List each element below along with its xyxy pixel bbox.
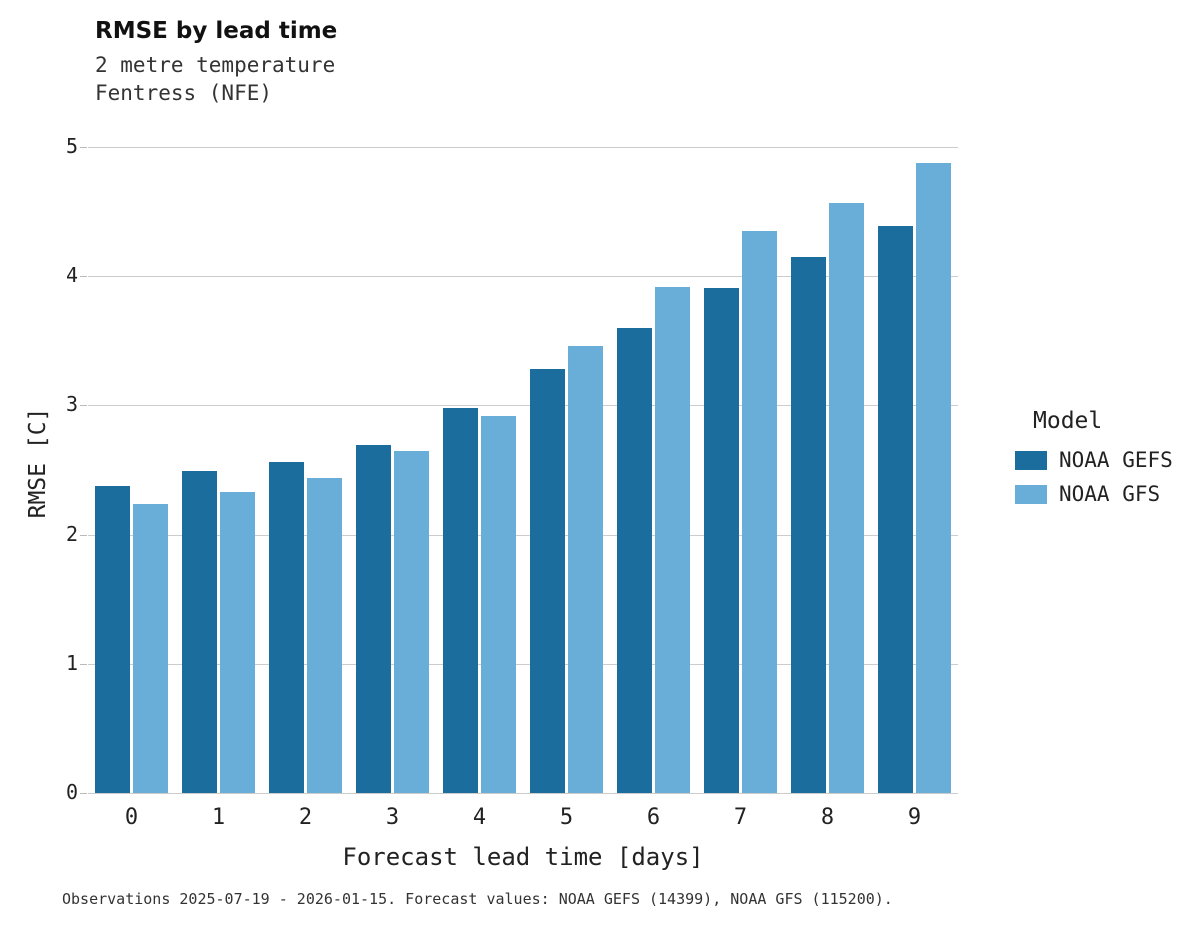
bar-group-lead-6 <box>610 147 697 793</box>
y-tick-label: 4 <box>65 263 78 288</box>
bar-group-lead-1 <box>175 147 262 793</box>
bar-noaa-gefs-lead-0 <box>95 485 130 793</box>
bar-noaa-gefs-lead-8 <box>791 256 826 793</box>
y-axis-title: RMSE [C] <box>25 407 51 519</box>
x-tick-label: 4 <box>472 805 487 830</box>
y-tick-label: 2 <box>65 521 78 546</box>
bar-group-lead-8 <box>784 147 871 793</box>
bar-noaa-gefs-lead-3 <box>356 445 391 793</box>
legend-swatch <box>1015 450 1047 470</box>
y-tick-mark <box>80 147 87 148</box>
plot-area: 0 1 2 3 4 5 0 1 2 3 4 5 6 7 8 9 <box>66 134 958 830</box>
bar-noaa-gfs-lead-0 <box>133 503 168 793</box>
bar-noaa-gfs-lead-5 <box>568 345 603 793</box>
legend-title: Model <box>1033 408 1103 434</box>
legend-label: NOAA GFS <box>1059 482 1161 506</box>
bar-group-lead-9 <box>871 147 958 793</box>
x-tick-label: 2 <box>298 805 313 830</box>
y-tick-mark <box>80 405 87 407</box>
y-tick-label: 3 <box>65 392 78 417</box>
bar-noaa-gefs-lead-1 <box>182 471 217 793</box>
legend-entries: NOAA GEFS NOAA GFS <box>1015 448 1173 506</box>
bar-noaa-gefs-lead-2 <box>269 462 304 793</box>
legend-entry-noaa-gefs: NOAA GEFS <box>1015 448 1173 472</box>
gridline-y-2 <box>88 534 958 536</box>
bar-group-lead-0 <box>88 147 175 793</box>
x-tick-label: 8 <box>820 805 835 830</box>
x-tick-label: 6 <box>646 805 661 830</box>
bar-noaa-gfs-lead-7 <box>742 230 777 793</box>
bar-noaa-gfs-lead-3 <box>394 450 429 793</box>
x-tick-label: 1 <box>211 805 226 830</box>
bar-noaa-gefs-lead-6 <box>617 327 652 793</box>
y-tick-mark <box>80 793 87 794</box>
bar-noaa-gefs-lead-7 <box>704 287 739 793</box>
bar-noaa-gefs-lead-5 <box>530 369 565 793</box>
gridline-y-1 <box>88 663 958 665</box>
bar-noaa-gfs-lead-6 <box>655 286 690 793</box>
bar-noaa-gfs-lead-2 <box>307 477 342 793</box>
chart-subtitle-variable: 2 metre temperature <box>95 53 336 77</box>
bar-noaa-gefs-lead-4 <box>443 407 478 793</box>
gridline-y-4 <box>88 276 958 278</box>
bar-noaa-gfs-lead-9 <box>916 162 951 793</box>
chart-title: RMSE by lead time <box>95 18 338 44</box>
bar-noaa-gfs-lead-1 <box>220 491 255 793</box>
y-tick-label: 5 <box>65 134 78 158</box>
gridline-y-5 <box>88 147 958 148</box>
x-tick-label: 0 <box>124 805 139 830</box>
y-tick-label: 1 <box>65 650 78 675</box>
x-tick-label: 9 <box>907 805 922 830</box>
x-tick-label: 3 <box>385 805 400 830</box>
bar-group-lead-4 <box>436 147 523 793</box>
x-axis-title: Forecast lead time [days] <box>342 843 704 871</box>
footnote-caption: Observations 2025-07-19 - 2026-01-15. Fo… <box>62 890 893 908</box>
legend: Model NOAA GEFS NOAA GFS <box>1015 408 1173 516</box>
gridline-y-0 <box>88 793 958 794</box>
legend-swatch <box>1015 484 1047 504</box>
bar-noaa-gfs-lead-8 <box>829 202 864 793</box>
chart-subtitle-station: Fentress (NFE) <box>95 81 273 105</box>
bar-noaa-gefs-lead-9 <box>878 225 913 793</box>
legend-entry-noaa-gfs: NOAA GFS <box>1015 482 1173 506</box>
bar-group-lead-5 <box>523 147 610 793</box>
y-tick-label: 0 <box>65 780 78 804</box>
bar-noaa-gfs-lead-4 <box>481 415 516 793</box>
y-tick-mark <box>80 663 87 665</box>
bar-group-lead-2 <box>262 147 349 793</box>
legend-label: NOAA GEFS <box>1059 448 1173 472</box>
y-tick-mark <box>80 276 87 278</box>
y-tick-mark <box>80 534 87 536</box>
bar-group-lead-3 <box>349 147 436 793</box>
x-tick-label: 5 <box>559 805 574 830</box>
x-tick-label: 7 <box>733 805 748 830</box>
gridline-y-3 <box>88 405 958 407</box>
bar-group-lead-7 <box>697 147 784 793</box>
